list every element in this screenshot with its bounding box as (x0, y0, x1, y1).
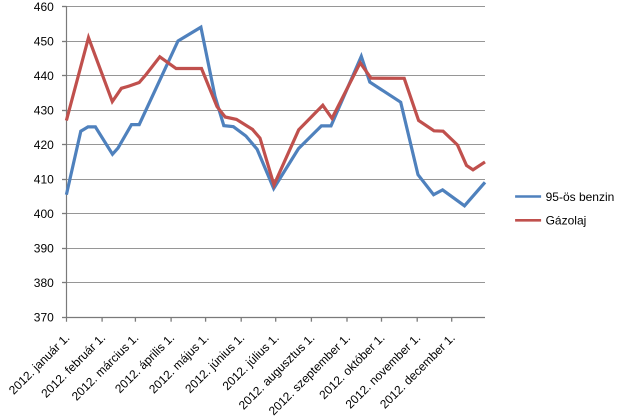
svg-text:390: 390 (34, 242, 54, 256)
svg-text:410: 410 (34, 173, 54, 187)
svg-text:460: 460 (34, 0, 54, 14)
svg-text:430: 430 (34, 103, 54, 117)
svg-text:370: 370 (34, 311, 54, 325)
svg-text:440: 440 (34, 69, 54, 83)
svg-text:400: 400 (34, 207, 54, 221)
svg-text:Gázolaj: Gázolaj (546, 214, 587, 228)
svg-text:420: 420 (34, 138, 54, 152)
svg-text:450: 450 (34, 34, 54, 48)
svg-text:380: 380 (34, 276, 54, 290)
svg-text:95-ös benzin: 95-ös benzin (546, 190, 615, 204)
